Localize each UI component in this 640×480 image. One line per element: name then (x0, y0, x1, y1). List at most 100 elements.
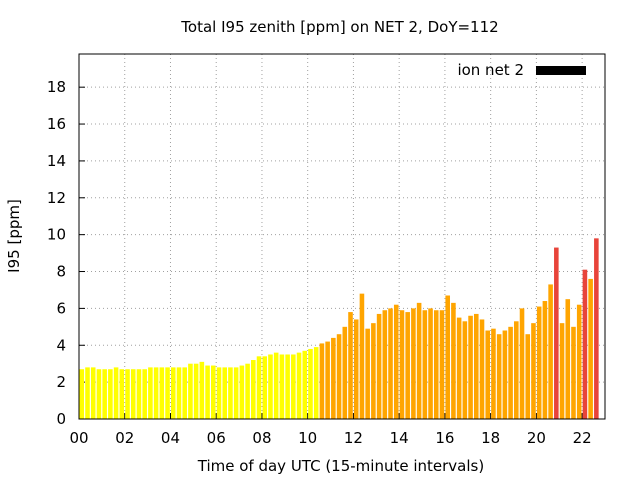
bar (496, 334, 502, 419)
bar (159, 367, 165, 419)
bar (422, 310, 428, 419)
y-tick-label: 18 (47, 78, 66, 96)
bar (502, 330, 508, 419)
x-tick-label: 08 (252, 429, 271, 447)
bar (371, 323, 376, 419)
bar (199, 361, 205, 419)
bar (336, 334, 342, 419)
bar (342, 326, 348, 419)
bar (474, 313, 479, 419)
x-tick-label: 04 (161, 429, 180, 447)
y-tick-label: 8 (56, 263, 66, 281)
x-axis-label: Time of day UTC (15-minute intervals) (197, 457, 484, 475)
bar (485, 330, 491, 419)
y-tick-label: 6 (56, 299, 66, 317)
bar (542, 301, 548, 419)
bar (182, 367, 187, 419)
bar (233, 367, 239, 419)
bar (216, 367, 222, 419)
bar (279, 354, 285, 419)
bar (188, 363, 193, 419)
bar (108, 369, 113, 419)
bar (296, 352, 302, 419)
y-tick-labels: 0 2 4 6 8 10 12 14 16 18 (47, 78, 66, 428)
bar (313, 347, 319, 419)
y-tick-label: 12 (47, 189, 66, 207)
bar (388, 308, 393, 419)
bar (262, 356, 268, 419)
bar (96, 369, 102, 419)
bar (536, 306, 542, 419)
x-tick-label: 14 (390, 429, 409, 447)
bar (256, 356, 262, 419)
bar (399, 310, 405, 419)
bar (405, 312, 410, 419)
bar (479, 319, 485, 419)
bar (565, 299, 571, 419)
legend-swatch (536, 66, 586, 75)
bar (559, 323, 565, 419)
x-tick-label: 22 (573, 429, 592, 447)
bar (359, 293, 365, 419)
y-tick-label: 4 (56, 336, 66, 354)
y-tick-label: 10 (47, 226, 66, 244)
bar (514, 321, 519, 419)
x-tick-label: 00 (69, 429, 88, 447)
bar (102, 369, 107, 419)
x-tick-label: 16 (435, 429, 454, 447)
bars (79, 238, 599, 419)
bar (348, 312, 353, 419)
bar (588, 278, 593, 419)
y-tick-label: 2 (56, 373, 66, 391)
y-tick-label: 14 (47, 152, 66, 170)
bar (439, 310, 445, 419)
bar (353, 319, 359, 419)
bar (205, 365, 210, 419)
x-tick-label: 02 (115, 429, 134, 447)
bar (239, 365, 245, 419)
bar (548, 284, 553, 419)
bar (508, 326, 513, 419)
bar (113, 367, 119, 419)
x-tick-label: 20 (527, 429, 546, 447)
bar (245, 363, 250, 419)
bar (119, 369, 125, 419)
bar (193, 363, 199, 419)
bar (85, 367, 90, 419)
bar (416, 302, 422, 419)
bar (445, 295, 450, 419)
y-tick-label: 16 (47, 115, 66, 133)
bar (428, 308, 433, 419)
x-tick-labels: 00 02 04 06 08 10 12 14 16 18 20 22 (69, 429, 591, 447)
bar (325, 341, 330, 419)
x-tick-label: 12 (344, 429, 363, 447)
bar (308, 348, 313, 419)
bar (211, 365, 216, 419)
bar (462, 321, 468, 419)
bar (90, 367, 96, 419)
bar (382, 310, 388, 419)
bar (130, 369, 136, 419)
bar (268, 354, 273, 419)
bar (519, 308, 525, 419)
bar (376, 313, 382, 419)
bar (273, 352, 279, 419)
bar (142, 369, 147, 419)
bar (554, 247, 559, 419)
bar (576, 304, 582, 419)
bar (148, 367, 153, 419)
plot-frame (78, 53, 606, 420)
bar (222, 367, 228, 419)
bar (319, 343, 325, 419)
x-tick-label: 18 (481, 429, 500, 447)
y-tick-label: 0 (56, 410, 66, 428)
legend-label: ion net 2 (457, 61, 524, 79)
bar (165, 367, 170, 419)
x-tick-label: 06 (207, 429, 226, 447)
bar (531, 323, 536, 419)
bar (331, 337, 336, 419)
bar (582, 269, 588, 419)
grid (78, 54, 605, 420)
bar (365, 328, 370, 419)
